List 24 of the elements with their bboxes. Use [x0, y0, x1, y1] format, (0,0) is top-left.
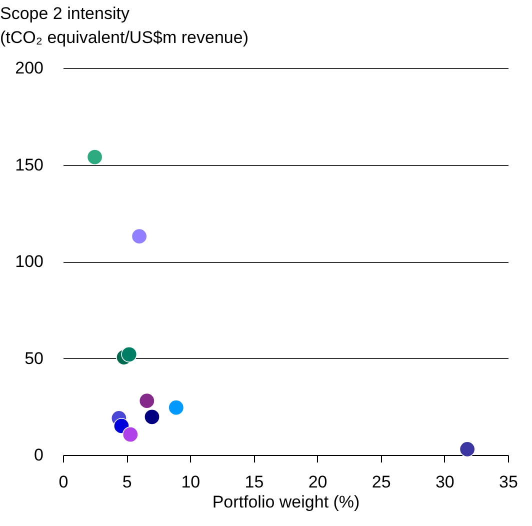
x-axis-title: Portfolio weight (%) [212, 492, 360, 512]
x-tick-label: 20 [308, 472, 328, 492]
x-tick-label: 0 [58, 472, 68, 492]
x-tick-label: 15 [244, 472, 264, 492]
point [122, 426, 138, 442]
point [168, 400, 184, 416]
point [144, 408, 160, 425]
text: Scope 2 intensity [0, 4, 130, 23]
x-tick-label: 10 [181, 472, 200, 492]
point [459, 441, 476, 458]
point [86, 149, 103, 165]
y-tick-label: 200 [15, 58, 44, 78]
point [121, 346, 138, 362]
x-tick-label: 30 [435, 472, 454, 492]
y-tick-label: 0 [34, 446, 44, 464]
y-tick-label: 100 [15, 252, 44, 271]
y-tick-label: 150 [15, 155, 44, 174]
x-tick-label: 25 [372, 472, 391, 492]
point [131, 228, 148, 244]
x-tick-label: 35 [499, 472, 518, 492]
text: (tCO₂ equivalent/US$m revenue) [0, 28, 248, 47]
y-tick-label: 50 [24, 348, 44, 368]
x-tick-label: 5 [122, 472, 132, 492]
point [138, 392, 155, 409]
